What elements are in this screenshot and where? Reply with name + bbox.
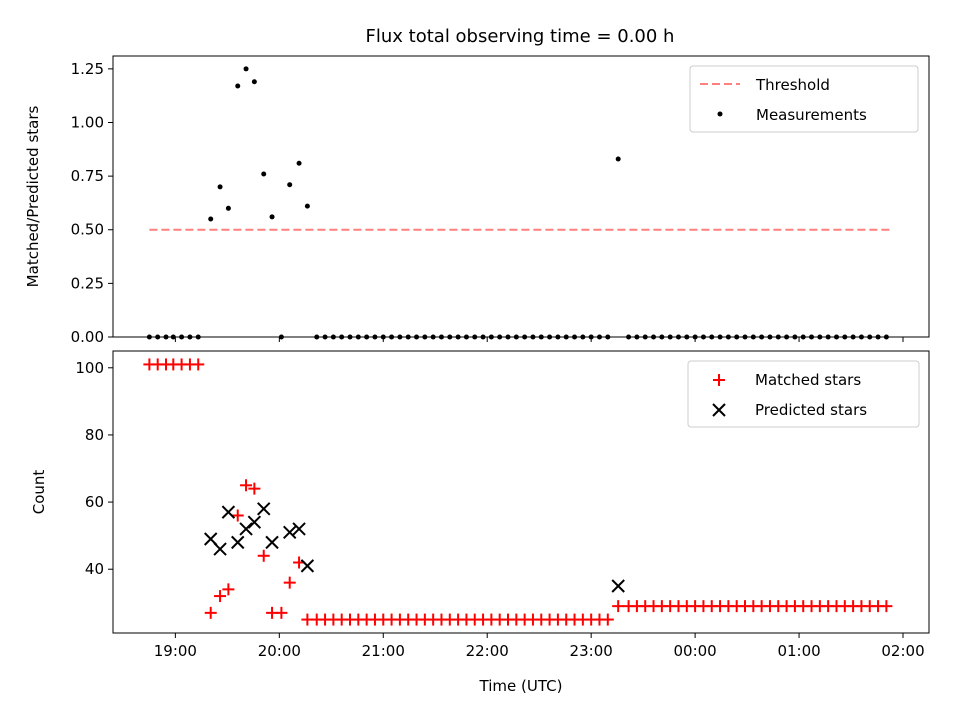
x-tick-label: 21:00 xyxy=(362,642,405,660)
measurement-point xyxy=(261,171,267,177)
x-tick-label: 00:00 xyxy=(673,642,716,660)
measurement-point xyxy=(304,203,310,209)
measurement-point xyxy=(287,182,293,188)
measurement-point xyxy=(208,216,214,222)
measurement-point xyxy=(269,214,275,220)
threshold-legend-label: Threshold xyxy=(755,76,830,94)
matched-star-marker xyxy=(283,576,296,589)
matched-star-marker xyxy=(612,600,625,613)
matched-star-markers xyxy=(143,358,893,626)
counts-panel: 40 60 80 100 19:00 20:00 21:00 22:00 23:00 00:00… xyxy=(30,350,930,695)
predicted-marker-b xyxy=(300,559,315,573)
matched-star-marker xyxy=(248,482,261,495)
measurements-legend-label: Measurements xyxy=(756,106,867,124)
y-tick-label: 100 xyxy=(75,359,104,377)
ratio-y-axis-label: Matched/Predicted stars xyxy=(24,106,42,288)
measurement-point xyxy=(225,205,231,211)
counts-y-axis-ticks: 40 60 80 100 xyxy=(75,359,113,578)
predicted-marker-b xyxy=(283,525,297,539)
predicted-star-marker xyxy=(283,525,297,539)
y-tick-label: 0.50 xyxy=(71,221,104,239)
predicted-legend-label: Predicted stars xyxy=(755,401,867,419)
predicted-star-marker xyxy=(611,579,625,593)
counts-x-axis-ticks: 19:00 20:00 21:00 22:00 23:00 00:00 01:00 02:00 xyxy=(154,633,925,660)
counts-legend: Matched stars Predicted stars xyxy=(687,360,920,428)
predicted-marker-b xyxy=(247,515,262,529)
measurements-legend-swatch xyxy=(717,111,723,117)
matched-star-marker xyxy=(204,606,217,619)
matched-star-marker xyxy=(257,549,270,562)
predicted-star-marker xyxy=(300,559,315,573)
x-tick-label: 01:00 xyxy=(777,642,820,660)
predicted-marker-b xyxy=(221,505,236,519)
predicted-legend-swatch xyxy=(712,403,726,417)
ratio-panel-frame xyxy=(112,55,930,338)
predicted-star-marker xyxy=(257,502,271,516)
predicted-star-marker xyxy=(221,505,236,519)
counts-legend-box xyxy=(687,360,920,428)
x-tick-label: 23:00 xyxy=(570,642,613,660)
ratio-panel: 0.00 0.25 0.50 0.75 1.00 1.25 Matched/Predict… xyxy=(24,55,930,346)
counts-panel-frame xyxy=(112,350,930,634)
predicted-marker-b xyxy=(257,502,271,516)
predicted-marker-b xyxy=(265,535,279,550)
predicted-marker-b xyxy=(239,522,253,536)
measurement-point xyxy=(235,83,241,89)
ratio-y-axis-ticks: 0.00 0.25 0.50 0.75 1.00 1.25 xyxy=(71,60,113,346)
y-tick-label: 40 xyxy=(85,560,104,578)
y-tick-label: 0.00 xyxy=(71,328,104,346)
ratio-legend: Threshold Measurements xyxy=(689,65,919,133)
matched-legend-swatch xyxy=(713,374,725,386)
predicted-marker-b xyxy=(204,532,218,546)
predicted-star-marker xyxy=(265,535,279,550)
x-tick-label: 19:00 xyxy=(154,642,197,660)
x-tick-label: 02:00 xyxy=(881,642,924,660)
x-tick-label: 22:00 xyxy=(466,642,509,660)
x-axis-label: Time (UTC) xyxy=(479,677,563,695)
predicted-marker-b xyxy=(292,522,306,536)
ratio-x-axis-ticks xyxy=(174,337,904,342)
y-tick-label: 80 xyxy=(85,426,104,444)
predicted-marker-b xyxy=(231,535,245,550)
y-tick-label: 1.00 xyxy=(71,113,104,131)
y-tick-label: 0.75 xyxy=(71,167,104,185)
matched-star-marker xyxy=(222,583,235,596)
matched-star-marker xyxy=(214,590,227,603)
predicted-star-markers xyxy=(204,502,625,593)
y-tick-label: 0.25 xyxy=(71,274,104,292)
measurement-point xyxy=(296,160,302,166)
counts-y-axis-label: Count xyxy=(30,470,48,515)
x-tick-label: 20:00 xyxy=(258,642,301,660)
y-tick-label: 1.25 xyxy=(71,60,104,78)
measurement-point xyxy=(615,156,621,162)
matched-star-marker xyxy=(880,600,893,613)
predicted-star-marker xyxy=(231,535,245,550)
chart-title: Flux total observing time = 0.00 h xyxy=(366,26,675,47)
matched-star-marker xyxy=(240,479,253,492)
measurement-point xyxy=(217,184,223,190)
matched-star-marker xyxy=(192,358,205,371)
predicted-marker-b xyxy=(213,542,227,556)
predicted-star-marker xyxy=(247,515,262,529)
ratio-legend-box xyxy=(689,65,919,133)
predicted-star-marker xyxy=(213,542,227,556)
predicted-star-marker xyxy=(239,522,253,536)
matched-star-marker xyxy=(231,509,244,522)
measurement-point xyxy=(251,79,257,85)
matched-star-marker xyxy=(601,613,614,626)
matched-legend-label: Matched stars xyxy=(755,371,861,389)
matched-star-marker xyxy=(275,606,288,619)
predicted-marker-b xyxy=(611,579,625,593)
y-tick-label: 60 xyxy=(85,493,104,511)
predicted-star-marker xyxy=(292,522,306,536)
measurement-point xyxy=(243,66,249,72)
